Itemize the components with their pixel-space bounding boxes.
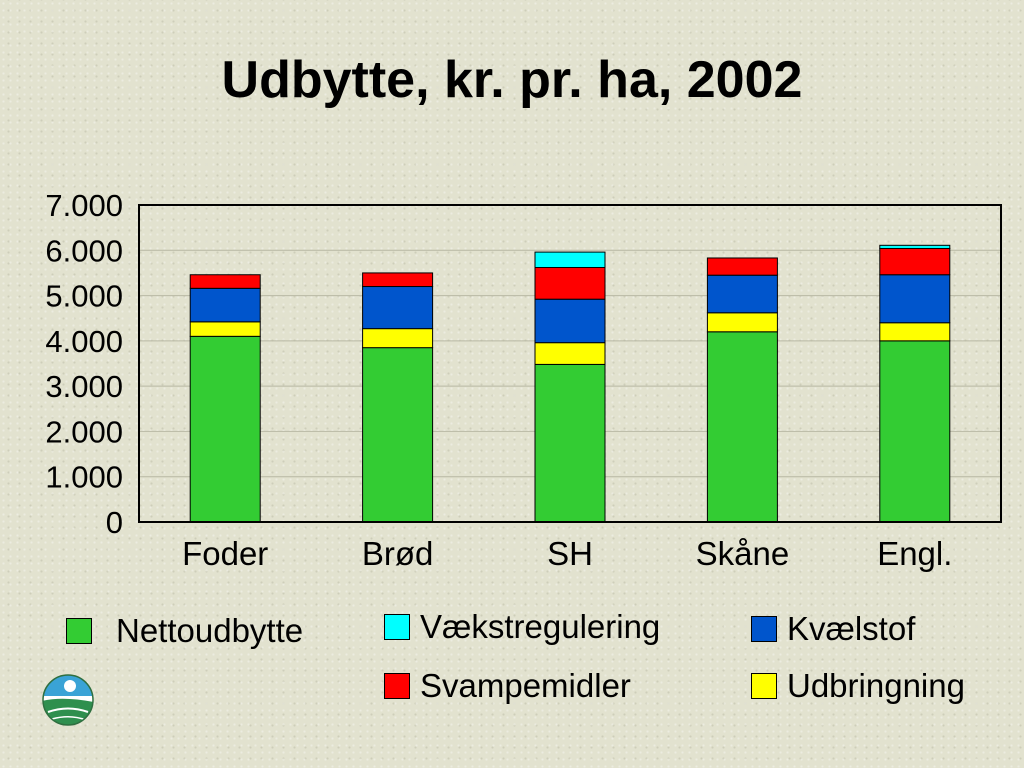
bar-segment [879, 247, 951, 276]
landscape-logo-icon [42, 674, 94, 726]
bar-segment [534, 266, 606, 300]
bar-segment [706, 274, 778, 314]
legend-item-kvaelstof: Kvælstof [751, 610, 915, 648]
y-tick-label: 3.000 [45, 369, 123, 404]
y-axis-tick-labels: 0 1.000 2.000 3.000 4.000 5.000 6.000 7.000 [45, 188, 123, 540]
y-tick-label: 2.000 [45, 414, 123, 449]
y-tick-label: 6.000 [45, 233, 123, 268]
legend-label: Nettoudbytte [116, 612, 304, 649]
chart-title: Udbytte, kr. pr. ha, 2002 [221, 51, 803, 109]
y-tick-label: 1.000 [45, 460, 123, 495]
stacked-bar-chart: 0 1.000 2.000 3.000 4.000 5.000 6.000 7.000 Fod… [45, 188, 1002, 572]
x-tick-label: Engl. [877, 535, 952, 572]
bar-segment [534, 363, 606, 523]
legend-swatch [384, 614, 410, 640]
legend-item-svampemidler: Svampemidler [384, 667, 631, 705]
legend-label: Udbringning [787, 667, 965, 704]
plot-frame [138, 204, 1002, 523]
bar-segment [362, 328, 434, 349]
legend-item-nettoudbytte: Nettoudbytte [66, 612, 303, 650]
x-tick-label: Foder [182, 535, 268, 572]
bar-segment [362, 286, 434, 330]
legend-label: Kvælstof [787, 610, 916, 647]
bar-segment [706, 331, 778, 523]
legend-swatch [751, 673, 777, 699]
legend-label: Svampemidler [420, 667, 631, 704]
bar-segment [534, 342, 606, 365]
bar-segment [362, 347, 434, 523]
bar-segment [362, 272, 434, 288]
y-tick-label: 0 [106, 505, 123, 540]
bar-segment [706, 312, 778, 333]
legend-item-udbringning: Udbringning [751, 667, 965, 705]
y-tick-label: 5.000 [45, 279, 123, 314]
bar-segment [879, 340, 951, 523]
y-tick-label: 7.000 [45, 188, 123, 223]
bar-segment [879, 244, 951, 249]
x-tick-label: Skåne [696, 535, 790, 572]
bar-segment [189, 321, 261, 337]
bar-segment [879, 274, 951, 324]
x-axis-tick-labels: Foder Brød SH Skåne Engl. [182, 535, 952, 572]
bar-segment [706, 257, 778, 276]
legend-label: Vækstregulering [420, 608, 661, 645]
x-tick-label: Brød [362, 535, 434, 572]
legend-swatch [384, 673, 410, 699]
legend-item-vaekstregulering: Vækstregulering [384, 608, 660, 646]
x-tick-label: SH [547, 535, 593, 572]
bar-segment [534, 251, 606, 268]
y-tick-label: 4.000 [45, 324, 123, 359]
bar-segment [879, 322, 951, 342]
bar-segment [189, 274, 261, 289]
legend-swatch [751, 616, 777, 642]
bar-segment [189, 335, 261, 523]
legend-swatch [66, 618, 92, 644]
bar-segment [189, 287, 261, 323]
bars [189, 244, 951, 523]
bar-segment [534, 298, 606, 344]
